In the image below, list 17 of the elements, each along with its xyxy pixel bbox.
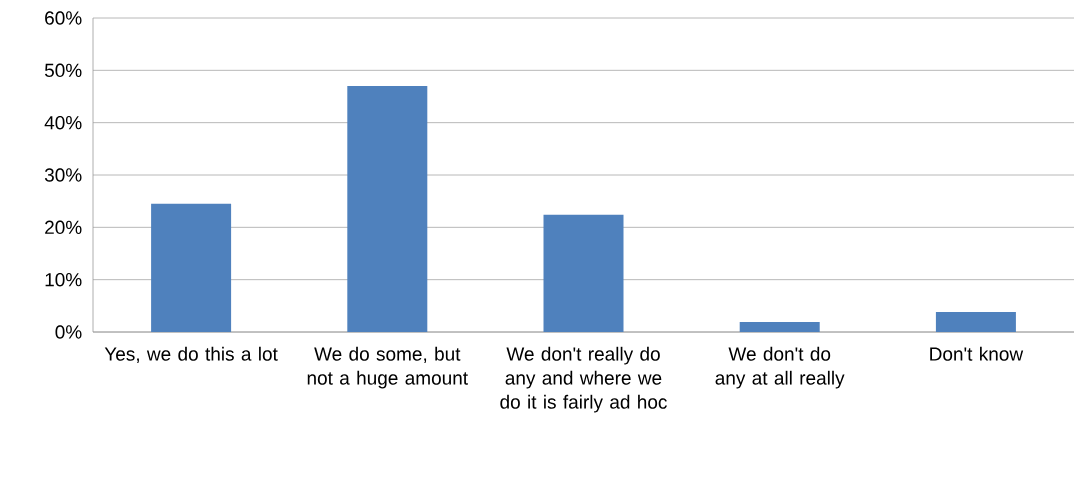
y-tick-label: 10% — [45, 272, 82, 287]
x-tick-label: We do some, but not a huge amount — [307, 346, 468, 389]
bar — [935, 312, 1016, 332]
y-tick-label: 20% — [45, 220, 82, 235]
bar — [347, 86, 428, 332]
y-tick-label: 50% — [44, 63, 82, 78]
y-tick-label: 30% — [44, 168, 82, 182]
x-tick-label: We don't really do any and where we do it is fairly ad hoc — [500, 346, 667, 413]
x-tick-label: Yes, we do this a lot — [104, 346, 278, 363]
y-tick-label: 60% — [45, 11, 82, 25]
bar — [151, 203, 232, 332]
bar — [739, 322, 820, 332]
x-tick-label: Don't know — [930, 346, 1024, 361]
x-tick-label: We don't do any at all really — [715, 346, 845, 389]
y-tick-label: 0% — [55, 325, 82, 339]
bar — [543, 214, 624, 332]
y-tick-label: 40% — [44, 115, 82, 130]
